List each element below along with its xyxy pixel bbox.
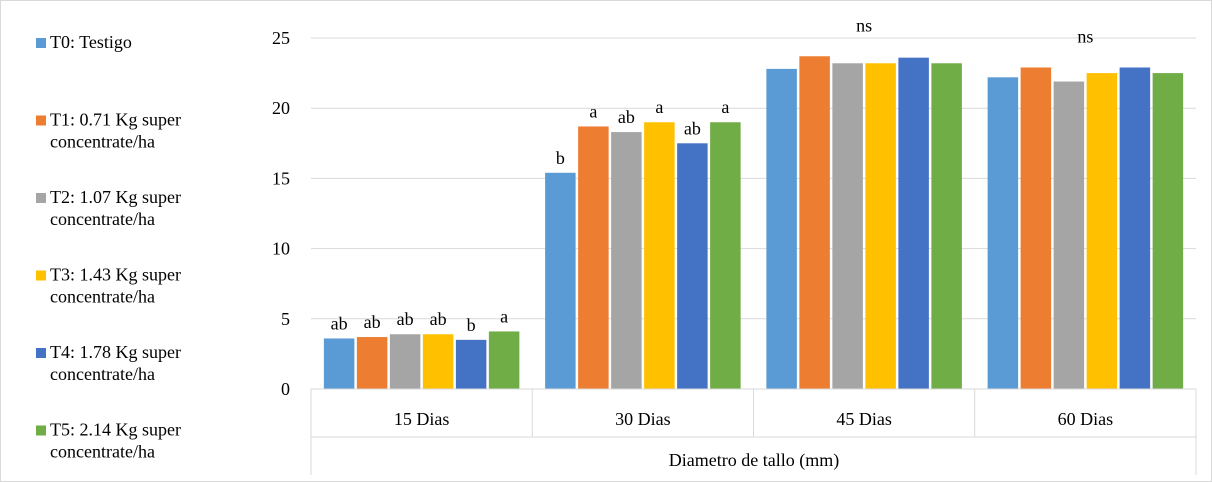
x-axis-title: Diametro de tallo (mm) bbox=[669, 450, 839, 471]
legend: T0: Testigo T1: 0.71 Kg super concentrate/… bbox=[36, 32, 181, 462]
bar-significance-label: ab bbox=[684, 118, 701, 138]
bar bbox=[865, 63, 896, 389]
legend-swatch bbox=[36, 193, 46, 203]
bar bbox=[455, 339, 487, 389]
bar bbox=[898, 57, 929, 389]
x-category-label: 30 Dias bbox=[615, 409, 671, 429]
legend-swatch bbox=[36, 115, 46, 126]
bar-significance-label: a bbox=[589, 101, 597, 121]
bar bbox=[1086, 73, 1118, 389]
legend-label: T3: 1.43 Kg super concentrate/ha bbox=[50, 265, 181, 307]
bar-significance-label: a bbox=[721, 97, 729, 117]
y-tick-label: 0 bbox=[281, 379, 290, 399]
bar bbox=[766, 68, 797, 389]
bar bbox=[389, 334, 421, 389]
y-tick-label: 20 bbox=[272, 98, 290, 118]
y-axis: 0 5 10 15 20 25 bbox=[272, 28, 290, 399]
bar-significance-label: ab bbox=[430, 309, 447, 329]
bar bbox=[545, 172, 576, 389]
bar bbox=[1020, 67, 1052, 389]
legend-swatch bbox=[36, 38, 46, 48]
legend-swatch bbox=[36, 270, 46, 281]
y-tick-label: 25 bbox=[272, 28, 290, 48]
bars bbox=[323, 56, 1184, 390]
bar bbox=[356, 337, 388, 389]
bar bbox=[710, 122, 741, 390]
legend-label: T1: 0.71 Kg super concentrate/ha bbox=[50, 110, 181, 152]
x-category-label: 15 Dias bbox=[394, 409, 450, 429]
bar-significance-label: b bbox=[467, 315, 476, 335]
y-tick-label: 15 bbox=[272, 168, 290, 188]
y-tick-label: 5 bbox=[281, 309, 290, 329]
bar bbox=[644, 122, 675, 390]
bar-significance-label: ab bbox=[397, 309, 414, 329]
group-significance-label: ns bbox=[856, 15, 872, 35]
bar-significance-label: ab bbox=[618, 107, 635, 127]
bar bbox=[611, 132, 642, 389]
bar-significance-label: b bbox=[556, 148, 565, 168]
x-category-label: 60 Dias bbox=[1058, 409, 1114, 429]
bar bbox=[323, 338, 355, 389]
bar-significance-label: ab bbox=[331, 313, 348, 333]
bar bbox=[578, 126, 609, 390]
bar bbox=[799, 56, 830, 389]
bar bbox=[1152, 73, 1184, 389]
bar-significance-label: ab bbox=[364, 312, 381, 332]
group-significance-label: ns bbox=[1077, 26, 1093, 46]
legend-label: T4: 1.78 Kg super concentrate/ha bbox=[50, 342, 181, 384]
bar-significance-label: a bbox=[500, 306, 508, 326]
bar bbox=[931, 63, 962, 389]
bar-significance-label: a bbox=[655, 97, 663, 117]
bar bbox=[1119, 67, 1151, 389]
bar bbox=[1053, 81, 1085, 390]
legend-swatch bbox=[36, 348, 46, 358]
y-tick-label: 10 bbox=[272, 239, 290, 259]
bar bbox=[987, 77, 1019, 389]
x-category-label: 45 Dias bbox=[836, 409, 892, 429]
x-axis: 15 Dias 30 Dias 45 Dias 60 Dias bbox=[310, 388, 1197, 475]
bar bbox=[422, 334, 454, 389]
legend-label: T0: Testigo bbox=[50, 32, 132, 52]
bar bbox=[677, 143, 708, 389]
bar bbox=[488, 331, 520, 389]
legend-label: T5: 2.14 Kg super concentrate/ha bbox=[50, 420, 181, 462]
legend-label: T2: 1.07 Kg super concentrate/ha bbox=[50, 187, 181, 229]
bar bbox=[832, 63, 863, 389]
legend-swatch bbox=[36, 425, 46, 436]
